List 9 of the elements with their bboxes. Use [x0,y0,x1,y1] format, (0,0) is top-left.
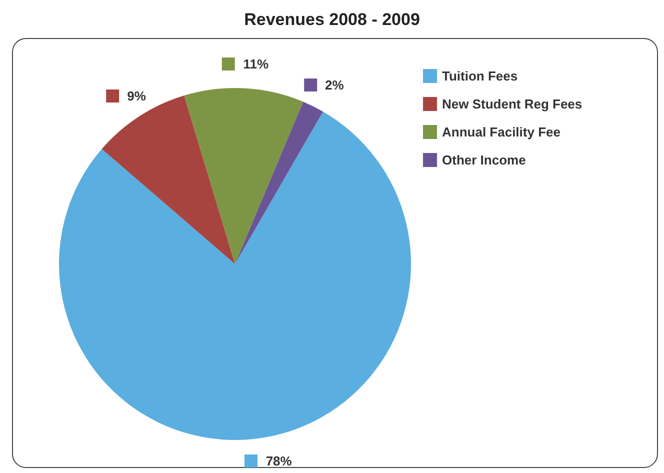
legend-label: Tuition Fees [442,68,518,84]
chart-title: Revenues 2008 - 2009 [244,10,420,29]
data-label: 2% [325,77,344,92]
legend-label: New Student Reg Fees [442,96,582,112]
legend-label: Annual Facility Fee [442,124,560,140]
data-label: 9% [127,88,146,104]
data-label: 78% [266,454,292,469]
legend-label: Other Income [442,152,526,168]
data-label: 11% [243,56,269,72]
